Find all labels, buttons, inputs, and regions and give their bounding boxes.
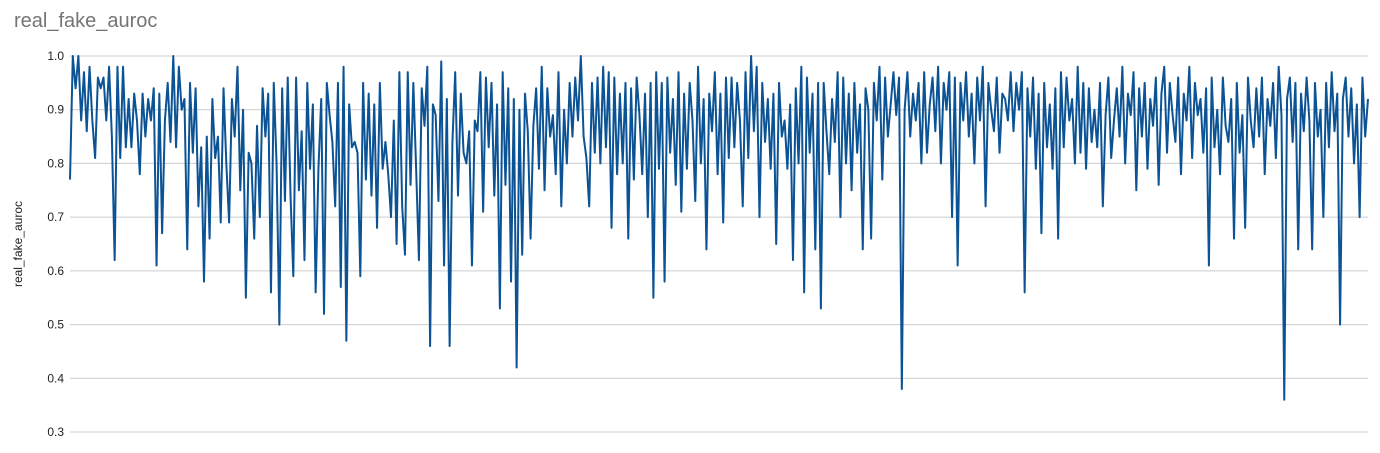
series-line-0 xyxy=(69,55,1369,401)
y-tick-label: 0.8 xyxy=(47,156,64,170)
y-tick-label: 0.4 xyxy=(47,371,64,385)
y-tick-label: 0.3 xyxy=(47,425,64,439)
y-tick-label: 1.0 xyxy=(47,49,64,63)
y-tick-label: 0.6 xyxy=(47,264,64,278)
y-tick-label: 0.9 xyxy=(47,103,64,117)
chart-title: real_fake_auroc xyxy=(14,10,158,32)
y-tick-label: 0.5 xyxy=(47,318,64,332)
y-tick-label: 0.7 xyxy=(47,210,64,224)
